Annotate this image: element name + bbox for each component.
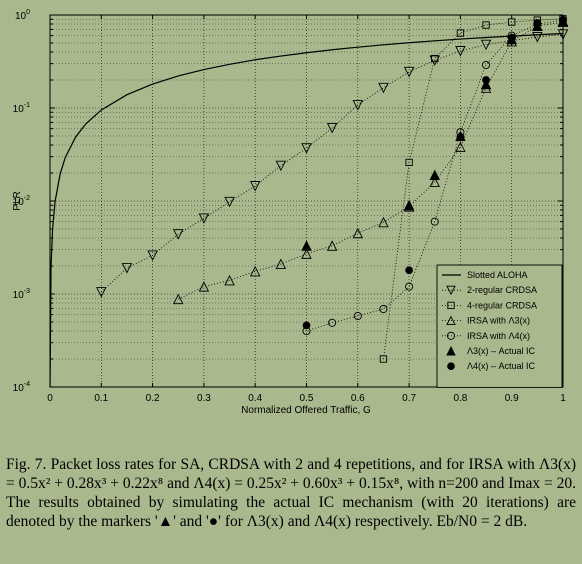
- data-point: [482, 21, 490, 29]
- data-point: [302, 321, 311, 330]
- x-tick-label: 0.3: [197, 393, 211, 404]
- data-point: [198, 281, 210, 292]
- legend-label: Λ3(x) – Actual IC: [467, 346, 536, 356]
- data-point: [275, 160, 287, 172]
- data-point: [352, 99, 364, 111]
- data-point: [405, 282, 414, 291]
- data-point: [455, 46, 466, 57]
- legend-label: Λ4(x) – Actual IC: [467, 361, 536, 371]
- x-tick-label: 0.8: [453, 393, 467, 404]
- data-point: [326, 240, 338, 251]
- legend-label: Slotted ALOHA: [467, 270, 528, 280]
- data-point: [429, 55, 440, 66]
- data-point: [508, 18, 516, 26]
- caption-line-4: simulating the actual IC mechanism (with…: [6, 494, 576, 530]
- series-0: [49, 32, 564, 388]
- data-point: [353, 311, 362, 321]
- data-point: [352, 227, 364, 239]
- legend-label: IRSA with Λ3(x): [467, 316, 530, 326]
- legend-marker: [446, 285, 456, 296]
- data-point: [328, 318, 337, 327]
- legend-label: 4-regular CRDSA: [467, 300, 537, 310]
- data-point: [121, 263, 133, 274]
- data-series: [49, 15, 569, 388]
- data-point: [431, 54, 439, 63]
- data-point: [96, 287, 107, 298]
- data-point: [456, 132, 465, 141]
- x-tick-label: 1: [560, 393, 566, 404]
- legend-marker: [446, 331, 456, 340]
- series-line: [306, 19, 564, 332]
- data-point: [559, 15, 567, 24]
- data-point: [480, 39, 492, 51]
- y-tick-label: 10-1: [13, 102, 30, 115]
- data-point: [533, 19, 542, 27]
- legend: Slotted ALOHA 2-regular CRDSA 4-regular CR…: [436, 264, 563, 388]
- data-point: [430, 217, 439, 226]
- data-point: [480, 78, 492, 90]
- caption-line-2: IRSA with Λ3(x) = 0.5x² + 0.28x³ + 0.22x…: [6, 456, 577, 492]
- data-point: [403, 199, 415, 211]
- series-2: [379, 15, 567, 363]
- data-point: [249, 181, 261, 192]
- x-tick-label: 0.5: [300, 393, 314, 404]
- data-point: [378, 216, 389, 228]
- x-tick-label: 0.9: [505, 393, 519, 404]
- data-point: [405, 266, 413, 275]
- legend-label: IRSA with Λ4(x): [467, 331, 530, 341]
- y-tick-label: 10-4: [13, 381, 30, 394]
- plr-chart: 0 0.1 0.2 0.3 0.4 0.5 0.6 0.7 0.8 0.9 110010-110-2…: [12, 9, 569, 416]
- caption-line-1: Fig. 7. Packet loss rates for SA, CRDSA …: [6, 456, 465, 473]
- x-tick-label: 0.1: [94, 393, 108, 404]
- series-6: [302, 15, 567, 330]
- legend-marker: [446, 345, 456, 356]
- x-tick-label: 0: [47, 393, 53, 404]
- series-line: [49, 32, 564, 388]
- series-line: [383, 18, 564, 360]
- data-point: [224, 274, 235, 286]
- caption-line-5: markers '▲' and '●' for Λ3(x) and Λ4(x) …: [101, 513, 528, 530]
- caption-line-3: 0.60x³ + 0.15x⁸, with n=200 and Imax = 2…: [6, 475, 577, 511]
- x-tick-label: 0.6: [351, 393, 365, 404]
- data-point: [249, 265, 261, 277]
- data-point: [507, 33, 516, 42]
- x-tick-label: 0.7: [402, 393, 416, 404]
- data-point: [405, 158, 413, 167]
- data-point: [198, 213, 210, 224]
- y-axis-label: PLR: [12, 191, 23, 210]
- data-point: [429, 176, 440, 187]
- data-point: [301, 248, 312, 259]
- y-tick-label: 100: [15, 9, 30, 22]
- data-point: [455, 141, 466, 153]
- data-point: [326, 123, 338, 134]
- data-point: [379, 304, 388, 314]
- data-point: [557, 29, 569, 40]
- data-point: [532, 32, 543, 43]
- x-axis-label: Normalized Offered Traffic, G: [241, 405, 371, 416]
- legend-label: 2-regular CRDSA: [467, 285, 537, 295]
- data-point: [482, 76, 490, 84]
- x-tick-label: 0.4: [248, 393, 262, 404]
- legend-box: [436, 264, 563, 388]
- data-point: [301, 240, 312, 251]
- data-point: [301, 143, 312, 154]
- data-point: [173, 293, 184, 305]
- data-point: [378, 82, 389, 94]
- data-point: [379, 355, 388, 363]
- legend-marker: [447, 362, 455, 371]
- data-point: [173, 229, 184, 240]
- data-point: [429, 169, 440, 181]
- legend-marker: [446, 315, 456, 326]
- data-point: [481, 60, 491, 70]
- data-point: [403, 66, 415, 78]
- y-tick-label: 10-3: [13, 288, 30, 301]
- data-point: [224, 196, 235, 208]
- legend-marker: [447, 301, 455, 310]
- data-point: [147, 250, 158, 261]
- data-point: [275, 258, 287, 269]
- data-point: [456, 29, 465, 37]
- x-tick-label: 0.2: [146, 393, 160, 404]
- figure-caption: Fig. 7. Packet loss rates for SA, CRDSA …: [6, 455, 576, 531]
